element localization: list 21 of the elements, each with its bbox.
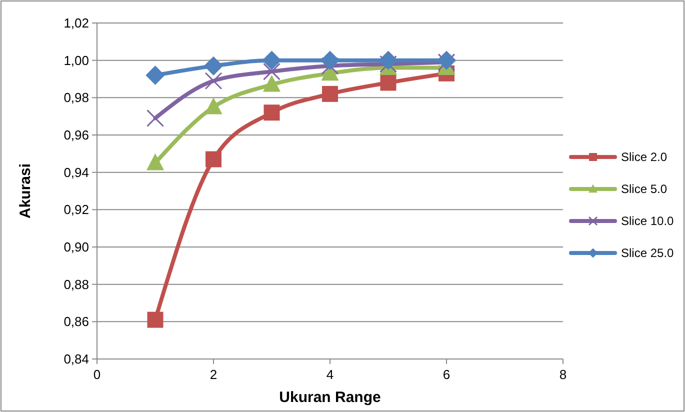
y-tick-label: 1,00: [64, 52, 89, 68]
y-tick-label: 0,98: [64, 90, 89, 106]
legend-label: Slice 2.0: [621, 150, 668, 164]
y-tick-label: 0,86: [64, 314, 89, 330]
x-axis-title: Ukuran Range: [279, 389, 381, 406]
y-tick-label: 0,94: [64, 164, 89, 180]
x-tick-label: 2: [210, 367, 218, 382]
x-tick-label: 0: [93, 367, 101, 382]
legend-label: Slice 25.0: [621, 246, 674, 260]
legend-label: Slice 5.0: [621, 182, 668, 196]
y-tick-label: 0,90: [64, 240, 89, 255]
x-tick-label: 8: [559, 367, 567, 382]
y-tick-label: 0,88: [64, 276, 89, 292]
x-tick-label: 6: [442, 367, 450, 382]
y-tick-label: 0,96: [64, 128, 89, 143]
legend-label: Slice 10.0: [621, 214, 674, 228]
y-axis-title: Akurasi: [17, 163, 34, 219]
y-tick-label: 0,84: [64, 352, 89, 367]
y-tick-label: 1,02: [64, 16, 89, 31]
y-tick-label: 0,92: [64, 202, 89, 218]
x-tick-label: 4: [326, 367, 334, 382]
